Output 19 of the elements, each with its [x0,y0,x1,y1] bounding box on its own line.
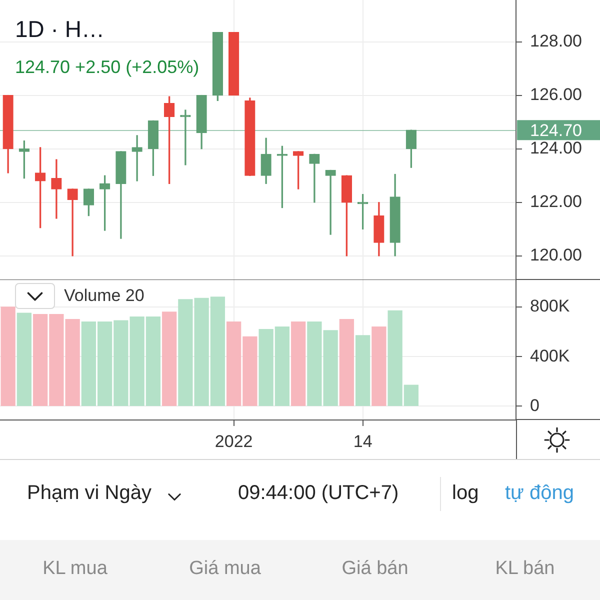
text: tự động [505,481,574,505]
x-tick-label: 2022 [214,432,253,451]
y-tick-label: 400K [530,346,570,366]
y-tick-label: 128.00 [530,31,582,50]
y-tick-label: 0 [530,396,540,415]
y-tick-label: 120.00 [530,246,582,265]
text: Phạm vi Ngày [27,481,152,505]
chart-title: Volume 20 [64,286,144,306]
y-tick-label: 122.00 [530,192,582,212]
y-tick-label: 800K [530,296,570,316]
ref-line-label: 124.70 [530,120,582,140]
text: 1D · H… [15,16,104,44]
tab-bar: KL mua Giá mua Giá bán KL bán [0,540,600,600]
text: log [452,481,479,505]
y-tick-label: 126.00 [530,84,582,104]
text: 124.70 +2.50 (+2.05%) [15,57,200,79]
x-tick-label: 14 [353,432,372,451]
y-tick-label: 124.00 [530,138,582,158]
text: 09:44:00 (UTC+7) [238,481,399,505]
